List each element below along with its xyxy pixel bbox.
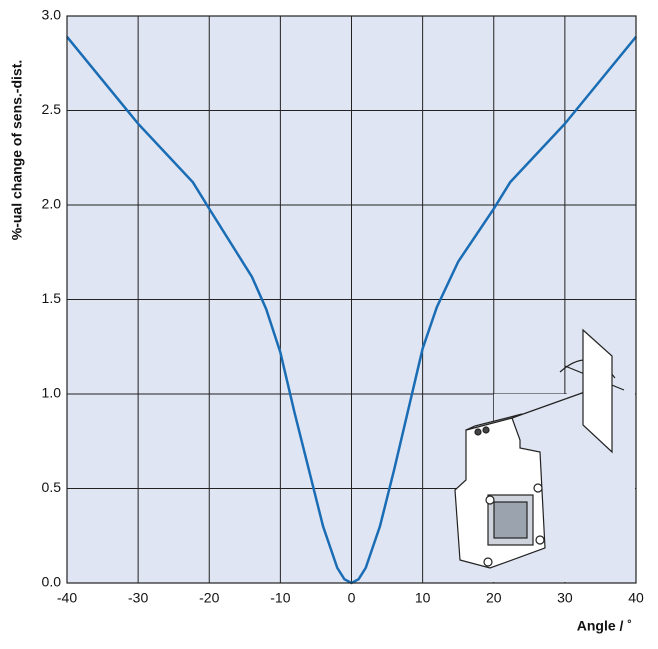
y-tick-label: 3.0 xyxy=(42,7,62,23)
y-axis-label: %-ual change of sens.-dist. xyxy=(9,60,25,240)
y-tick-label: 1.0 xyxy=(42,385,62,401)
x-tick-label: 30 xyxy=(557,590,573,606)
x-tick-label: -10 xyxy=(270,590,290,606)
x-axis-label: Angle / ˚ xyxy=(577,618,632,634)
x-tick-label: -20 xyxy=(199,590,219,606)
x-tick-label: -40 xyxy=(57,590,77,606)
y-tick-label: 1.5 xyxy=(42,290,62,306)
x-tick-label: 0 xyxy=(348,590,356,606)
y-tick-label: 2.5 xyxy=(42,101,62,117)
x-tick-label: -30 xyxy=(128,590,148,606)
sensor-illustration xyxy=(454,328,625,569)
y-tick-label: 2.0 xyxy=(42,196,62,212)
x-tick-label: 40 xyxy=(628,590,644,606)
y-tick-label: 0.0 xyxy=(42,574,62,590)
x-tick-label: 20 xyxy=(486,590,502,606)
y-tick-label: 0.5 xyxy=(42,479,62,495)
plot-frame xyxy=(66,15,637,584)
x-tick-label: 10 xyxy=(415,590,431,606)
